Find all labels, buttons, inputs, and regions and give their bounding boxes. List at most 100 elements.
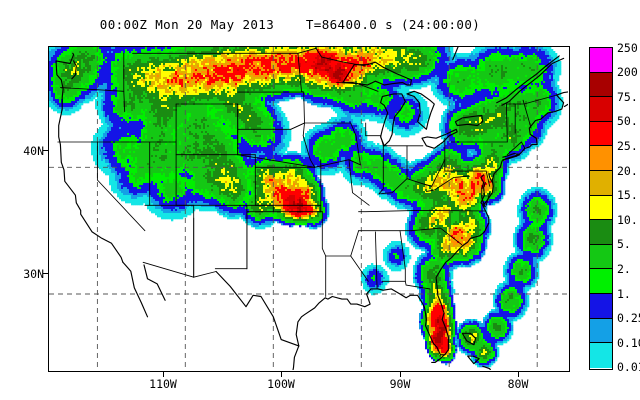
state-border-58 — [399, 230, 406, 282]
lat-lon-gridlines — [49, 47, 568, 370]
colorbar-tick-label-1: 200. — [617, 66, 640, 78]
state-borders — [57, 47, 558, 297]
state-border-8 — [142, 261, 195, 278]
x-tick-mark-80w — [518, 372, 520, 377]
colorbar-band-4 — [590, 146, 612, 171]
state-border-44 — [506, 141, 522, 156]
precip-raster — [49, 47, 564, 368]
colorbar-band-9 — [590, 269, 612, 294]
coastlines — [55, 47, 568, 370]
colorbar-tick-label-8: 5. — [617, 239, 631, 251]
state-border-71 — [290, 122, 305, 130]
x-tick-label-110w: 110W — [133, 377, 193, 391]
mexico-east — [292, 345, 300, 370]
x-tick-label-90w: 90W — [370, 377, 430, 391]
bahamas-grand — [461, 332, 477, 346]
state-border-74 — [422, 183, 433, 187]
us-mexico-border — [215, 270, 300, 347]
state-border-63 — [350, 255, 369, 282]
y-tick-label-40n: 40N — [0, 144, 44, 158]
coastline-long-island — [502, 152, 521, 161]
state-border-35 — [378, 145, 384, 195]
state-border-24 — [297, 52, 305, 93]
state-border-0 — [59, 87, 125, 92]
canada-interior-hint — [452, 47, 459, 61]
coastline-new-brunswick — [556, 91, 568, 96]
x-tick-mark-90w — [400, 372, 402, 377]
x-tick-mark-100w — [281, 372, 283, 377]
state-border-54 — [358, 209, 418, 213]
colorbar-band-7 — [590, 220, 612, 245]
lake-superior — [342, 61, 412, 86]
y-tick-mark-30n — [43, 273, 48, 275]
colorbar-band-10 — [590, 293, 612, 319]
colorbar-band-0 — [590, 48, 612, 73]
state-border-3 — [96, 141, 146, 232]
lake-ontario — [454, 114, 484, 127]
gulf-california — [143, 264, 166, 301]
colorbar-band-3 — [590, 121, 612, 147]
bahamas-andros — [467, 355, 480, 365]
st-lawrence-south — [501, 57, 565, 106]
map-svg — [49, 47, 568, 370]
state-border-52 — [425, 175, 468, 192]
colorbar-band-5 — [590, 170, 612, 196]
state-border-15 — [132, 47, 317, 54]
colorbar-tick-label-2: 75. — [617, 91, 638, 103]
colorbar-tick-label-3: 50. — [617, 116, 638, 128]
colorbar-tick-label-0: 250. — [617, 42, 640, 54]
colorbar-tick-label-7: 10. — [617, 214, 638, 226]
coastline-sound — [71, 60, 77, 80]
state-border-25 — [315, 47, 367, 67]
state-border-59 — [404, 280, 431, 290]
colorbar-tick-label-13: 0.01 — [617, 362, 640, 374]
coastline-puget — [55, 52, 75, 65]
state-border-37 — [378, 178, 408, 195]
state-border-1 — [123, 52, 126, 113]
coastline-nova-scotia — [563, 103, 568, 108]
coastline-delmarva — [480, 181, 486, 208]
florida-keys — [431, 352, 447, 363]
lake-huron — [406, 90, 435, 130]
baja-west — [122, 261, 149, 318]
colorbar-band-2 — [590, 97, 612, 122]
state-border-18 — [237, 154, 316, 168]
x-tick-label-100w: 100W — [251, 377, 311, 391]
colorbar-band-8 — [590, 244, 612, 270]
x-tick-mark-110w — [163, 372, 165, 377]
state-border-9 — [193, 271, 217, 278]
state-border-30 — [348, 159, 370, 206]
coastline-west — [55, 60, 124, 263]
colorbar-band-12 — [590, 343, 612, 368]
state-border-55 — [410, 227, 463, 246]
state-border-27 — [302, 135, 316, 168]
colorbar — [589, 47, 613, 370]
colorbar-tick-label-6: 15. — [617, 189, 638, 201]
bahamas-exuma — [482, 365, 492, 370]
state-border-57 — [374, 231, 378, 290]
state-border-46 — [522, 99, 532, 129]
state-border-61 — [325, 230, 360, 257]
colorbar-tick-label-4: 25. — [617, 140, 638, 152]
state-border-53 — [416, 209, 486, 212]
colorbar-tick-label-9: 2. — [617, 263, 631, 275]
lake-michigan — [380, 93, 406, 147]
colorbar-band-6 — [590, 195, 612, 221]
colorbar-tick-label-12: 0.10 — [617, 337, 640, 349]
coastline-gulf-atlantic — [295, 94, 565, 356]
colorbar-band-1 — [590, 72, 612, 98]
state-border-48 — [520, 141, 526, 149]
chart-title: 00:00Z Mon 20 May 2013 T=86400.0 s (24:0… — [0, 17, 580, 32]
state-border-47 — [505, 94, 558, 105]
lake-erie — [421, 128, 458, 149]
state-border-62 — [321, 211, 327, 257]
y-tick-mark-40n — [43, 150, 48, 152]
x-tick-label-80w: 80W — [488, 377, 548, 391]
colorbar-tick-label-10: 1. — [617, 288, 631, 300]
coastline-delaware-bay — [488, 173, 493, 184]
state-border-49 — [485, 170, 491, 187]
state-border-72 — [350, 122, 361, 166]
colorbar-band-11 — [590, 318, 612, 344]
colorbar-tick-label-11: 0.25 — [617, 312, 640, 324]
